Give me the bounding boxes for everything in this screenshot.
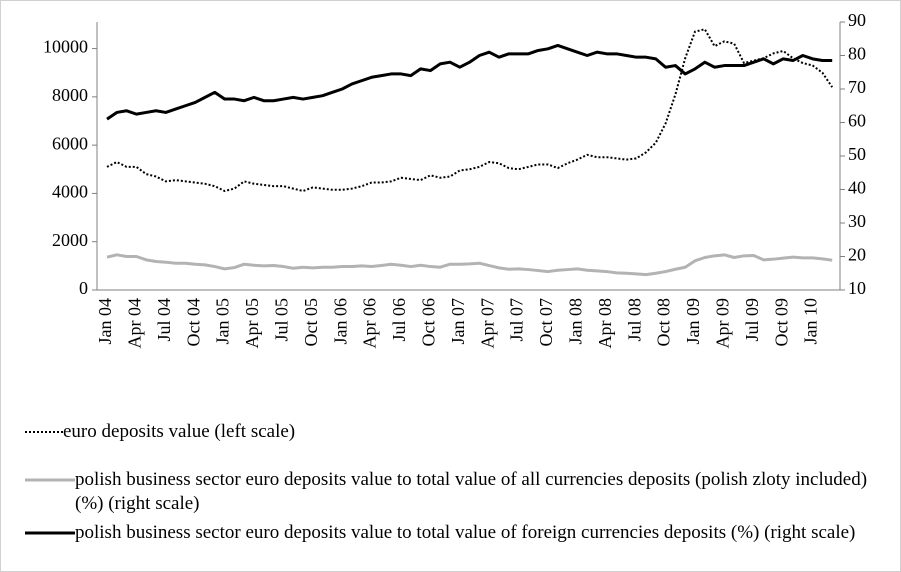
y-tick-label: 0 (79, 278, 88, 298)
legend-swatch (25, 478, 75, 482)
x-tick-label: Jul 05 (272, 298, 292, 342)
x-tick-label: Apr 05 (242, 298, 262, 349)
series-line (106, 28, 834, 193)
x-tick-label: Apr 07 (477, 298, 497, 349)
y-tick-label: 4000 (52, 182, 88, 202)
x-tick-label: Oct 08 (654, 298, 674, 347)
x-tick-label: Oct 04 (183, 298, 203, 347)
series-line (106, 43, 833, 121)
x-tick-label: Apr 06 (360, 298, 380, 349)
legend-label: polish business sector euro deposits val… (75, 469, 868, 514)
y-tick-label: 10000 (43, 37, 88, 57)
x-tick-label: Jan 08 (566, 298, 586, 345)
y2-tick-label: 30 (848, 211, 866, 231)
y2-tick-label: 60 (848, 111, 866, 131)
x-tick-label: Oct 06 (419, 298, 439, 347)
y2-tick-label: 80 (848, 44, 866, 64)
legend-entry: polish business sector euro deposits val… (25, 468, 870, 516)
x-tick-label: Jul 07 (507, 298, 527, 342)
x-tick-label: Oct 07 (536, 298, 556, 347)
y2-tick-label: 10 (848, 278, 866, 298)
x-tick-label: Jan 04 (95, 298, 115, 345)
y2-tick-label: 20 (848, 245, 866, 265)
x-tick-label: Jan 10 (801, 298, 821, 345)
x-tick-label: Apr 08 (595, 298, 615, 349)
x-tick-label: Apr 09 (713, 298, 733, 349)
chart: 0 2000 4000 6000 8000 10000 10 20 30 40 50 60 70 80 90… (43, 10, 866, 349)
x-tick-label: Jul 09 (742, 298, 762, 342)
legend-entry: polish business sector euro deposits val… (25, 521, 870, 545)
y2-tick-label: 70 (848, 77, 866, 97)
y2-tick-label: 40 (848, 178, 866, 198)
x-tick-label: Jul 04 (154, 298, 174, 342)
x-tick-label: Jul 06 (389, 298, 409, 342)
x-tick-label: Jan 05 (213, 298, 233, 345)
x-tick-label: Jan 09 (683, 298, 703, 345)
series-line (106, 253, 833, 277)
y2-tick-label: 90 (848, 10, 866, 30)
x-tick-label: Jan 06 (330, 298, 350, 345)
legend-swatch (25, 431, 63, 433)
y-tick-label: 8000 (52, 85, 88, 105)
y-tick-label: 2000 (52, 230, 88, 250)
x-tick-label: Apr 04 (125, 298, 145, 349)
x-tick-label: Jul 08 (624, 298, 644, 342)
y-tick-label: 6000 (52, 133, 88, 153)
legend-label: euro deposits value (left scale) (63, 421, 296, 442)
x-tick-label: Jan 07 (448, 298, 468, 345)
y2-tick-label: 50 (848, 144, 866, 164)
legend-label: polish business sector euro deposits val… (75, 522, 856, 543)
x-tick-label: Oct 05 (301, 298, 321, 347)
x-tick-label: Oct 09 (771, 298, 791, 347)
legend-entry: euro deposits value (left scale) (25, 420, 870, 444)
legend-swatch (25, 531, 75, 535)
